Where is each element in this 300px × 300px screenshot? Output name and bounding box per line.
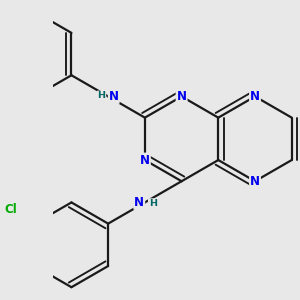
Text: N: N xyxy=(140,154,150,166)
Text: N: N xyxy=(134,196,144,209)
Text: Cl: Cl xyxy=(4,203,17,216)
Text: N: N xyxy=(250,175,260,188)
Text: H: H xyxy=(98,92,106,100)
Text: H: H xyxy=(149,199,157,208)
Text: N: N xyxy=(250,90,260,103)
Text: N: N xyxy=(177,90,187,103)
Text: N: N xyxy=(109,90,119,103)
